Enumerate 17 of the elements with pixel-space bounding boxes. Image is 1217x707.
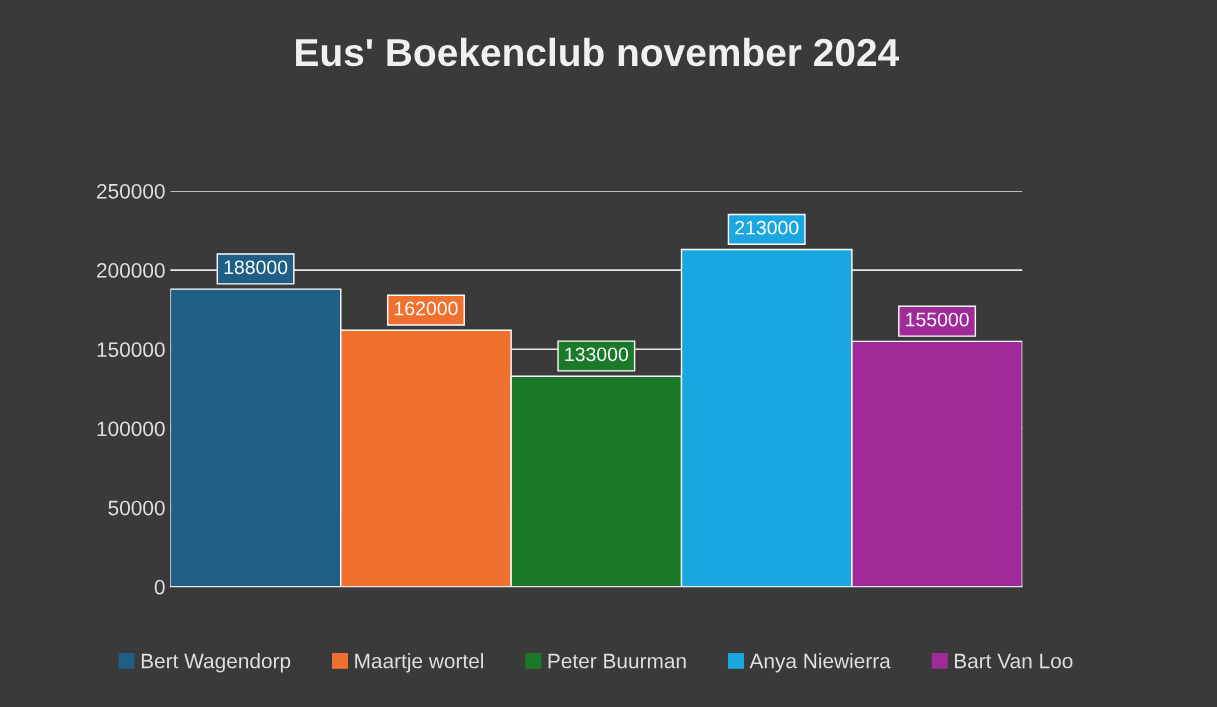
legend-label: Bert Wagendorp (141, 653, 291, 673)
legend-label: Bart Van Loo (954, 653, 1073, 669)
legend-label: Maartje wortel (355, 653, 484, 673)
y-tick-label: 200000 (97, 263, 165, 278)
data-label: 133000 (565, 347, 629, 362)
legend-label: Anya Niewierra (749, 653, 891, 673)
data-label: 188000 (224, 260, 288, 275)
data-label: 213000 (735, 220, 799, 235)
chart-title: Eus' Boekenclub november 2024 (296, 37, 900, 67)
y-tick-label: 150000 (97, 342, 165, 358)
data-label: 162000 (394, 301, 458, 316)
y-tick-label: 0 (154, 579, 165, 595)
y-tick-label: 100000 (97, 421, 165, 437)
y-tick-label: 50000 (108, 500, 165, 516)
data-label: 155000 (906, 312, 969, 327)
y-tick-label: 250000 (97, 183, 165, 199)
legend-label: Peter Buurman (548, 653, 686, 669)
